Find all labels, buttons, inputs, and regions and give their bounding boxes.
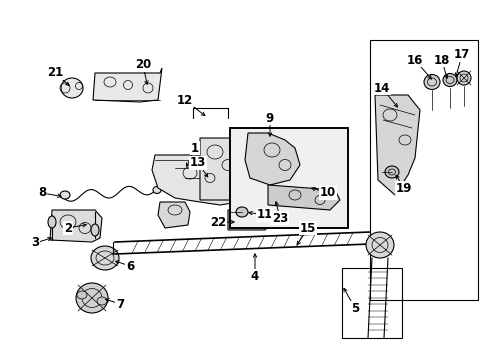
Bar <box>229 128 347 228</box>
Text: 4: 4 <box>250 270 259 283</box>
Polygon shape <box>267 185 339 210</box>
Ellipse shape <box>423 75 439 90</box>
Text: 6: 6 <box>125 260 134 273</box>
Polygon shape <box>158 202 190 228</box>
Text: 18: 18 <box>433 54 449 67</box>
Polygon shape <box>200 138 242 200</box>
Ellipse shape <box>97 297 107 305</box>
Text: 3: 3 <box>31 237 39 249</box>
Ellipse shape <box>442 73 456 86</box>
Text: 1: 1 <box>190 141 199 154</box>
Polygon shape <box>227 210 274 230</box>
Text: 20: 20 <box>135 58 151 72</box>
Text: 5: 5 <box>350 302 358 315</box>
Ellipse shape <box>236 207 247 217</box>
Text: 9: 9 <box>265 112 274 125</box>
Ellipse shape <box>456 71 470 85</box>
Ellipse shape <box>60 191 70 199</box>
Text: 21: 21 <box>47 67 63 80</box>
Bar <box>341 268 401 338</box>
Ellipse shape <box>91 246 119 270</box>
Text: 23: 23 <box>271 211 287 225</box>
Text: 2: 2 <box>64 221 72 234</box>
Polygon shape <box>374 95 419 195</box>
Ellipse shape <box>76 283 108 313</box>
Polygon shape <box>50 210 102 242</box>
Text: 11: 11 <box>256 208 273 221</box>
Text: 8: 8 <box>38 186 46 199</box>
Text: 17: 17 <box>453 49 469 62</box>
Ellipse shape <box>238 171 245 179</box>
Ellipse shape <box>77 291 87 299</box>
Text: 10: 10 <box>319 186 335 199</box>
Ellipse shape <box>61 78 83 98</box>
Text: 22: 22 <box>209 216 225 229</box>
Polygon shape <box>244 133 299 185</box>
Polygon shape <box>93 68 162 102</box>
Text: 19: 19 <box>395 181 411 194</box>
Text: 15: 15 <box>299 221 316 234</box>
Bar <box>369 40 477 300</box>
Ellipse shape <box>384 166 398 178</box>
Text: 16: 16 <box>406 54 422 67</box>
Ellipse shape <box>91 224 99 236</box>
Text: 7: 7 <box>116 297 124 310</box>
Text: 14: 14 <box>373 81 389 94</box>
Ellipse shape <box>48 216 56 228</box>
Polygon shape <box>152 155 262 205</box>
Text: 12: 12 <box>177 94 193 107</box>
Text: 13: 13 <box>189 157 206 170</box>
Ellipse shape <box>267 194 276 202</box>
Ellipse shape <box>365 232 393 258</box>
Ellipse shape <box>153 186 161 194</box>
Bar <box>229 128 347 228</box>
Ellipse shape <box>238 184 245 192</box>
